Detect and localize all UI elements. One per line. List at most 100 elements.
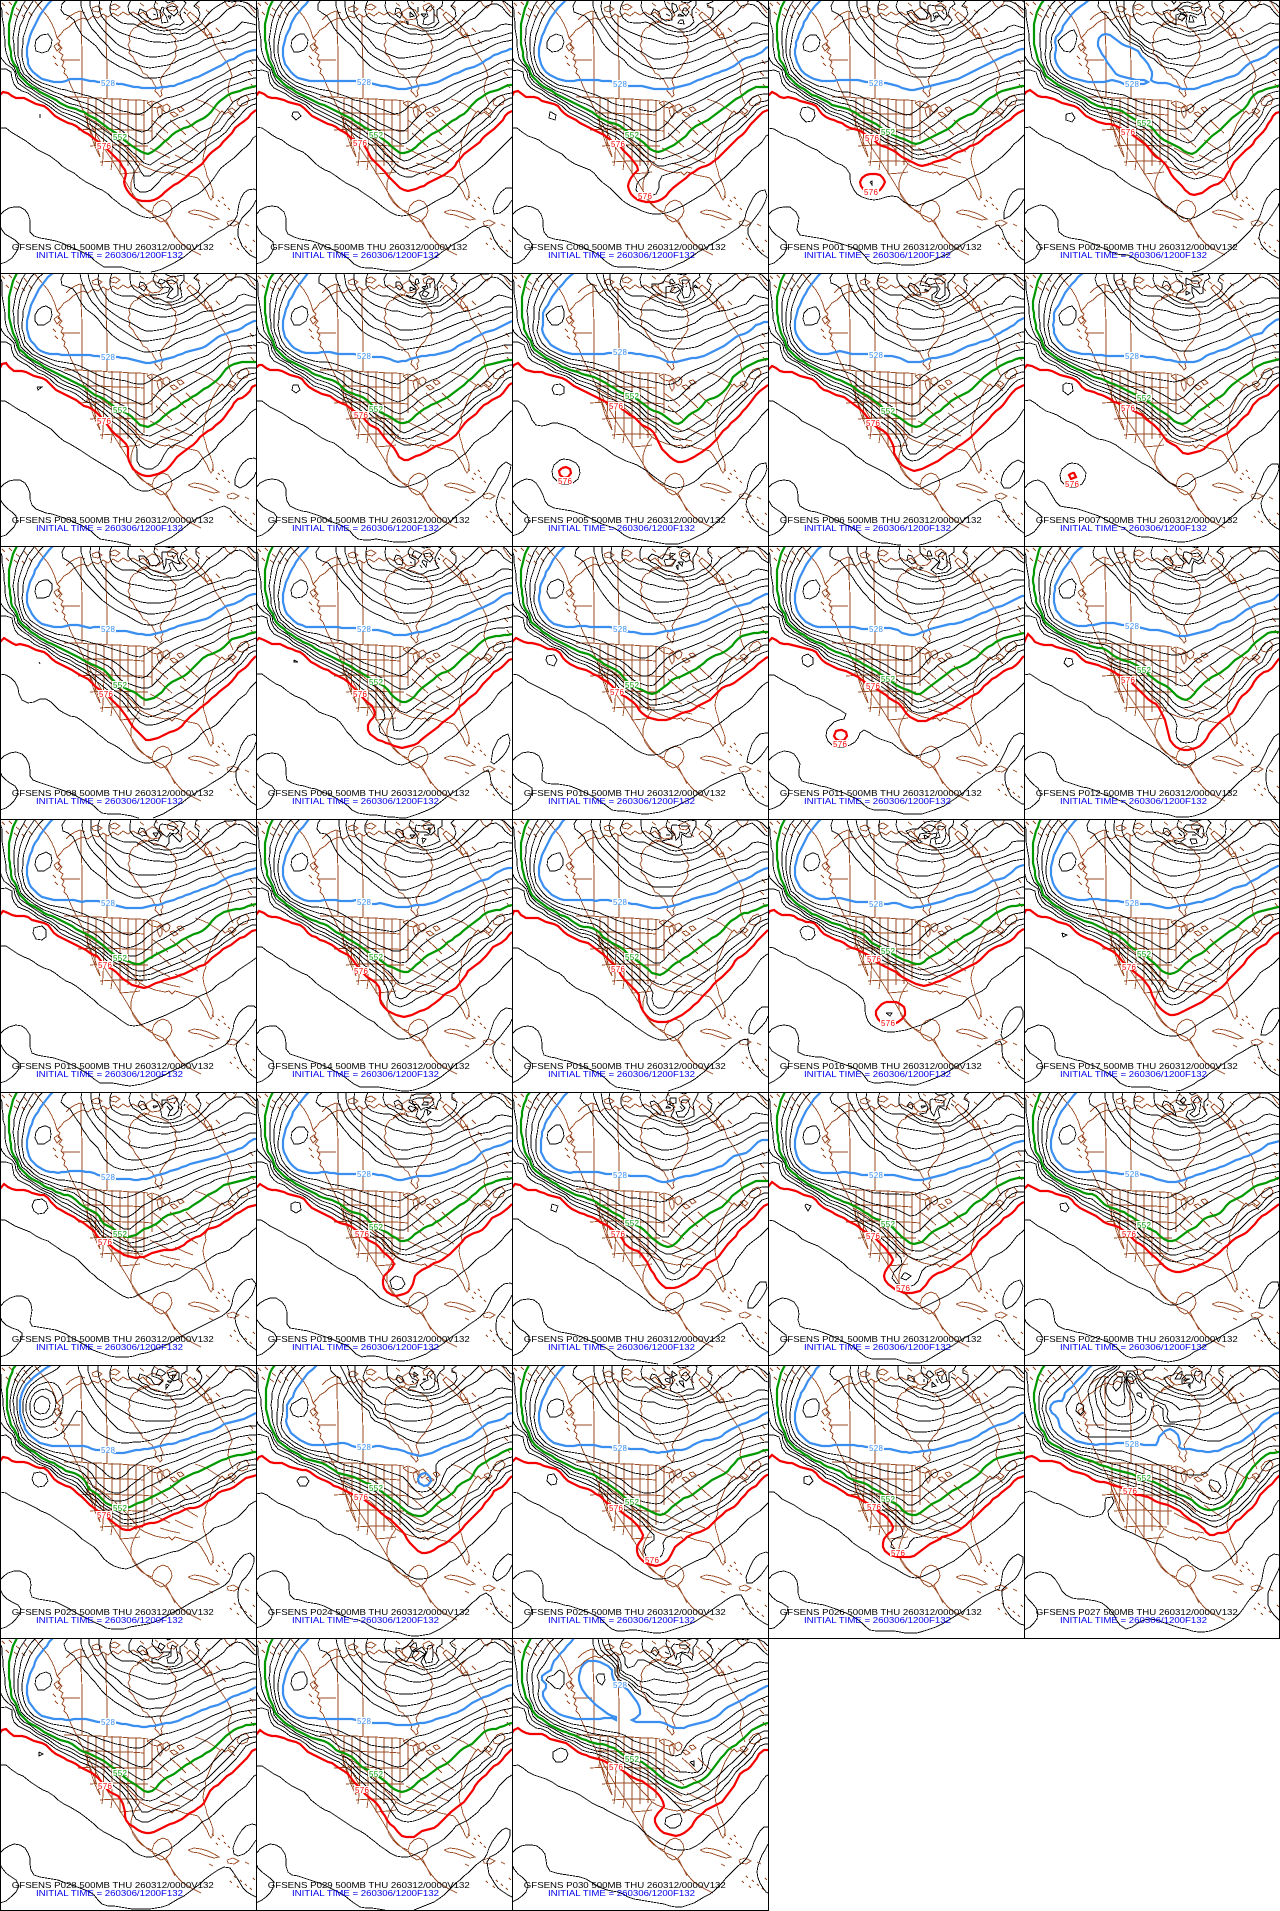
- svg-text:INITIAL TIME = 260306/1200F132: INITIAL TIME = 260306/1200F132: [292, 796, 439, 806]
- svg-text:552: 552: [625, 1498, 640, 1507]
- svg-text:576: 576: [864, 188, 879, 197]
- svg-text:528: 528: [613, 80, 628, 89]
- svg-text:INITIAL TIME = 260306/1200F132: INITIAL TIME = 260306/1200F132: [36, 1615, 183, 1625]
- svg-text:INITIAL TIME = 260306/1200F132: INITIAL TIME = 260306/1200F132: [804, 1615, 951, 1625]
- svg-text:552: 552: [369, 678, 384, 687]
- svg-text:528: 528: [357, 352, 372, 361]
- svg-text:576: 576: [611, 140, 626, 149]
- svg-text:INITIAL TIME = 260306/1200F132: INITIAL TIME = 260306/1200F132: [548, 1069, 695, 1079]
- svg-text:552: 552: [1137, 1221, 1152, 1230]
- svg-text:576: 576: [610, 688, 625, 697]
- svg-text:576: 576: [353, 139, 368, 148]
- svg-text:INITIAL TIME = 260306/1200F132: INITIAL TIME = 260306/1200F132: [36, 796, 183, 806]
- svg-text:528: 528: [613, 1171, 628, 1180]
- svg-text:INITIAL TIME = 260306/1200F132: INITIAL TIME = 260306/1200F132: [1060, 1342, 1207, 1352]
- svg-text:552: 552: [369, 131, 384, 140]
- svg-text:528: 528: [357, 1717, 372, 1726]
- svg-text:528: 528: [1125, 899, 1140, 908]
- svg-text:576: 576: [1122, 963, 1137, 972]
- svg-text:528: 528: [101, 625, 116, 634]
- svg-text:INITIAL TIME = 260306/1200F132: INITIAL TIME = 260306/1200F132: [548, 1342, 695, 1352]
- svg-text:552: 552: [113, 954, 128, 963]
- svg-text:576: 576: [1121, 676, 1136, 685]
- svg-text:INITIAL TIME = 260306/1200F132: INITIAL TIME = 260306/1200F132: [1060, 523, 1207, 533]
- svg-text:INITIAL TIME = 260306/1200F132: INITIAL TIME = 260306/1200F132: [804, 250, 951, 260]
- svg-text:528: 528: [613, 625, 628, 634]
- svg-text:552: 552: [625, 953, 640, 962]
- svg-text:576: 576: [97, 142, 112, 151]
- svg-text:576: 576: [609, 1504, 624, 1513]
- svg-text:528: 528: [101, 79, 116, 88]
- svg-text:576: 576: [611, 1230, 626, 1239]
- svg-text:576: 576: [866, 1232, 881, 1241]
- svg-text:528: 528: [1125, 622, 1140, 631]
- svg-text:INITIAL TIME = 260306/1200F132: INITIAL TIME = 260306/1200F132: [804, 796, 951, 806]
- svg-text:576: 576: [1123, 1487, 1138, 1496]
- svg-text:576: 576: [353, 690, 368, 699]
- svg-text:576: 576: [99, 690, 114, 699]
- svg-text:INITIAL TIME = 260306/1200F132: INITIAL TIME = 260306/1200F132: [36, 1888, 183, 1898]
- svg-text:528: 528: [869, 79, 884, 88]
- svg-text:576: 576: [98, 1782, 113, 1791]
- svg-text:552: 552: [113, 1769, 128, 1778]
- svg-text:552: 552: [113, 406, 128, 415]
- svg-text:528: 528: [869, 900, 884, 909]
- svg-text:576: 576: [355, 1230, 370, 1239]
- svg-text:552: 552: [113, 1230, 128, 1239]
- svg-text:INITIAL TIME = 260306/1200F132: INITIAL TIME = 260306/1200F132: [292, 523, 439, 533]
- svg-text:INITIAL TIME = 260306/1200F132: INITIAL TIME = 260306/1200F132: [548, 796, 695, 806]
- svg-text:552: 552: [625, 1219, 640, 1228]
- svg-text:INITIAL TIME = 260306/1200F132: INITIAL TIME = 260306/1200F132: [1060, 796, 1207, 806]
- svg-text:552: 552: [113, 133, 128, 142]
- svg-text:528: 528: [613, 1444, 628, 1453]
- svg-text:528: 528: [869, 1171, 884, 1180]
- svg-text:576: 576: [1122, 1230, 1137, 1239]
- svg-text:528: 528: [101, 1173, 116, 1182]
- svg-text:576: 576: [896, 1284, 911, 1293]
- svg-text:552: 552: [369, 953, 384, 962]
- svg-text:INITIAL TIME = 260306/1200F132: INITIAL TIME = 260306/1200F132: [292, 1615, 439, 1625]
- svg-text:576: 576: [98, 961, 113, 970]
- svg-text:528: 528: [613, 1681, 628, 1690]
- svg-text:INITIAL TIME = 260306/1200F132: INITIAL TIME = 260306/1200F132: [1060, 1069, 1207, 1079]
- svg-text:552: 552: [369, 1223, 384, 1232]
- svg-text:528: 528: [101, 1446, 116, 1455]
- svg-text:552: 552: [881, 407, 896, 416]
- svg-text:INITIAL TIME = 260306/1200F132: INITIAL TIME = 260306/1200F132: [36, 1069, 183, 1079]
- svg-text:INITIAL TIME = 260306/1200F132: INITIAL TIME = 260306/1200F132: [804, 1342, 951, 1352]
- svg-text:576: 576: [833, 740, 848, 749]
- svg-text:552: 552: [625, 681, 640, 690]
- svg-text:528: 528: [357, 625, 372, 634]
- svg-text:INITIAL TIME = 260306/1200F132: INITIAL TIME = 260306/1200F132: [292, 1888, 439, 1898]
- svg-text:576: 576: [645, 1556, 660, 1565]
- svg-text:576: 576: [97, 417, 112, 426]
- svg-text:576: 576: [866, 419, 881, 428]
- svg-text:576: 576: [611, 965, 626, 974]
- svg-text:576: 576: [881, 1019, 896, 1028]
- svg-text:552: 552: [625, 131, 640, 140]
- svg-text:552: 552: [1137, 950, 1152, 959]
- svg-text:INITIAL TIME = 260306/1200F132: INITIAL TIME = 260306/1200F132: [36, 523, 183, 533]
- svg-text:576: 576: [558, 477, 573, 486]
- svg-text:552: 552: [369, 405, 384, 414]
- svg-text:576: 576: [354, 967, 369, 976]
- svg-text:528: 528: [869, 1444, 884, 1453]
- svg-text:INITIAL TIME = 260306/1200F132: INITIAL TIME = 260306/1200F132: [292, 1342, 439, 1352]
- svg-text:552: 552: [369, 1770, 384, 1779]
- svg-text:576: 576: [1121, 128, 1136, 137]
- svg-text:552: 552: [881, 947, 896, 956]
- svg-text:INITIAL TIME = 260306/1200F132: INITIAL TIME = 260306/1200F132: [548, 523, 695, 533]
- svg-text:576: 576: [891, 1549, 906, 1558]
- svg-text:528: 528: [1125, 80, 1140, 89]
- svg-text:576: 576: [97, 1511, 112, 1520]
- svg-text:528: 528: [1125, 1170, 1140, 1179]
- svg-text:528: 528: [1125, 1440, 1140, 1449]
- svg-text:INITIAL TIME = 260306/1200F132: INITIAL TIME = 260306/1200F132: [36, 250, 183, 260]
- svg-text:552: 552: [881, 1220, 896, 1229]
- svg-text:INITIAL TIME = 260306/1200F132: INITIAL TIME = 260306/1200F132: [1060, 1615, 1207, 1625]
- svg-text:528: 528: [869, 625, 884, 634]
- svg-text:INITIAL TIME = 260306/1200F132: INITIAL TIME = 260306/1200F132: [292, 250, 439, 260]
- svg-text:INITIAL TIME = 260306/1200F132: INITIAL TIME = 260306/1200F132: [804, 523, 951, 533]
- svg-text:528: 528: [613, 898, 628, 907]
- svg-text:552: 552: [1137, 1474, 1152, 1483]
